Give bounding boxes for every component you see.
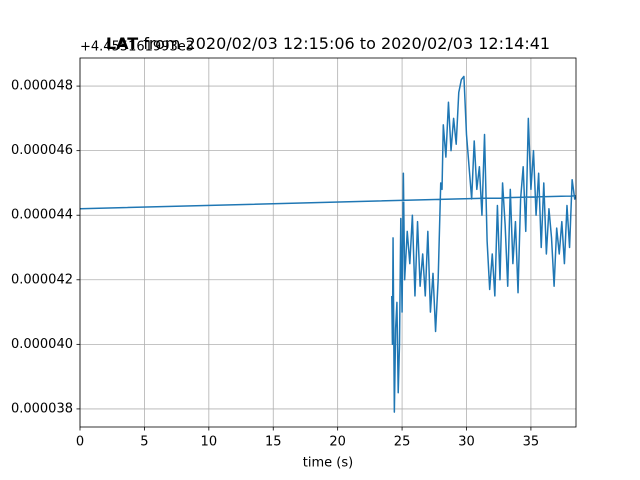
y-tick-label: 0.000044 [11,208,73,223]
y-tick-label: 0.000046 [11,143,73,158]
x-axis-label: time (s) [303,456,353,471]
y-tick-label: 0.000042 [11,272,73,287]
x-tick-label: 20 [329,435,346,450]
x-tick-label: 0 [76,435,84,450]
title-bold: LAT [106,34,138,53]
line-series [80,75,576,413]
x-tick-label: 30 [458,435,475,450]
x-tick-label: 10 [201,435,218,450]
x-tick-label: 35 [523,435,540,450]
x-tick-label: 15 [265,435,282,450]
x-tick-label: 25 [394,435,411,450]
title-text: from 2020/02/03 12:15:06 to 2020/02/03 1… [143,34,550,53]
chart-title: LAT from 2020/02/03 12:15:06 to 2020/02/… [106,34,550,53]
y-tick-label: 0.000038 [11,401,73,416]
plot-frame [79,57,577,428]
x-tick-label: 5 [140,435,148,450]
offset-text: +4.455161993e3 [80,40,194,55]
y-tick-label: 0.000048 [11,79,73,94]
y-tick-label: 0.000040 [11,337,73,352]
